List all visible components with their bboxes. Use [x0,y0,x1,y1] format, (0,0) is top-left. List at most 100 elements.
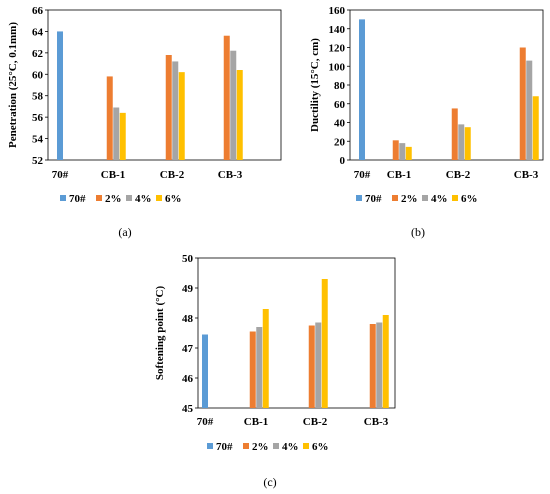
category-label: CB-1 [101,169,125,181]
bar-70-70# [202,334,208,408]
legend-label: 2% [252,441,269,453]
legend-label: 4% [135,193,152,205]
legend-swatch [156,195,162,201]
legend-label: 6% [312,441,329,453]
y-tick-label: 66 [32,5,44,17]
category-label: CB-3 [514,169,539,181]
category-label: CB-3 [364,416,389,428]
legend-swatch [243,443,249,449]
y-tick-label: 56 [32,112,44,124]
y-tick-label: 140 [329,24,346,36]
legend-label: 2% [105,193,122,205]
bar-2pct-CB-3 [519,47,526,160]
bar-6pct-CB-3 [236,70,243,160]
legend-label: 4% [282,441,299,453]
bar-2pct-CB-2 [451,108,458,160]
legend-label: 70# [365,193,382,205]
plot-frame [197,257,396,409]
bar-4pct-CB-1 [399,143,406,160]
plot-frame [349,9,544,161]
bar-2pct-CB-2 [165,55,172,160]
panel-caption: (a) [118,225,131,239]
bar-2pct-CB-3 [369,324,376,408]
bar-4pct-CB-3 [526,60,533,160]
y-tick-label: 54 [32,134,44,146]
bar-6pct-CB-2 [178,72,185,160]
y-tick-label: 58 [32,91,44,103]
bar-4pct-CB-2 [172,61,179,160]
panel-caption: (c) [263,475,276,489]
category-label: 70# [354,169,371,181]
bar-6pct-CB-3 [532,96,539,160]
category-label: 70# [197,416,214,428]
y-tick-label: 49 [182,283,194,295]
y-axis-label: Ductility (15°C, cm) [309,38,321,132]
chart-panel-b: 0 20 40 60 80 100 120 140 160 Ductility (15°C, cm… [309,5,544,239]
legend-label: 4% [431,193,448,205]
bar-4pct-CB-2 [315,322,322,408]
y-axis-label: Softening point (°C) [154,286,166,381]
category-label: CB-1 [244,416,268,428]
y-tick-label: 100 [329,61,346,73]
bar-4pct-CB-2 [458,124,465,160]
category-label: CB-3 [218,169,243,181]
bar-4pct-CB-1 [113,107,120,160]
bar-2pct-CB-2 [308,325,315,408]
y-tick-label: 40 [334,118,346,130]
legend-swatch [60,195,66,201]
legend-label: 6% [165,193,182,205]
legend-swatch [392,195,398,201]
plot-frame [47,9,282,161]
y-tick-label: 20 [334,136,346,148]
y-tick-label: 46 [182,373,194,385]
legend-swatch [273,443,279,449]
category-label: 70# [52,169,69,181]
chart-panel-a: 52 54 56 58 60 62 64 66 Penetration (25°C, 0.1mm… [7,5,282,239]
category-label: CB-2 [303,416,328,428]
panel-caption: (b) [411,225,425,239]
legend-swatch [126,195,132,201]
legend-swatch [422,195,428,201]
y-tick-label: 45 [182,403,194,415]
bar-4pct-CB-3 [230,50,237,160]
legend-swatch [452,195,458,201]
y-tick-label: 60 [334,99,346,111]
bar-2pct-CB-1 [106,76,113,160]
y-tick-label: 120 [329,43,346,55]
category-label: CB-1 [387,169,411,181]
legend-swatch [207,443,213,449]
y-tick-label: 47 [182,343,194,355]
bar-2pct-CB-1 [249,331,256,408]
legend-label: 70# [69,193,86,205]
y-tick-label: 50 [182,253,194,265]
legend-swatch [303,443,309,449]
legend-label: 2% [401,193,418,205]
bar-4pct-CB-1 [256,327,263,408]
bar-2pct-CB-3 [223,35,230,160]
y-tick-label: 64 [32,26,44,38]
y-tick-label: 62 [32,48,44,60]
legend-swatch [96,195,102,201]
category-label: CB-2 [160,169,185,181]
y-axis-label: Penetration (25°C, 0.1mm) [7,22,19,148]
bar-2pct-CB-1 [392,140,399,160]
legend-label: 6% [461,193,478,205]
bar-6pct-CB-1 [119,112,126,160]
legend-label: 70# [216,441,233,453]
legend-swatch [356,195,362,201]
bar-70-70# [359,19,365,160]
y-tick-label: 160 [329,5,346,17]
bar-4pct-CB-3 [376,322,383,408]
y-tick-label: 48 [182,313,194,325]
y-tick-label: 60 [32,69,44,81]
bar-6pct-CB-2 [321,279,328,408]
y-tick-label: 0 [340,155,346,167]
bar-6pct-CB-1 [405,146,412,160]
bar-6pct-CB-3 [382,315,389,408]
chart-panel-c: 45 46 47 48 49 50 Softening point (°C) 70# CB-1 C… [154,253,396,489]
bar-6pct-CB-1 [262,309,269,408]
bar-70-70# [57,31,63,160]
y-tick-label: 52 [32,155,44,167]
bar-6pct-CB-2 [464,127,471,160]
